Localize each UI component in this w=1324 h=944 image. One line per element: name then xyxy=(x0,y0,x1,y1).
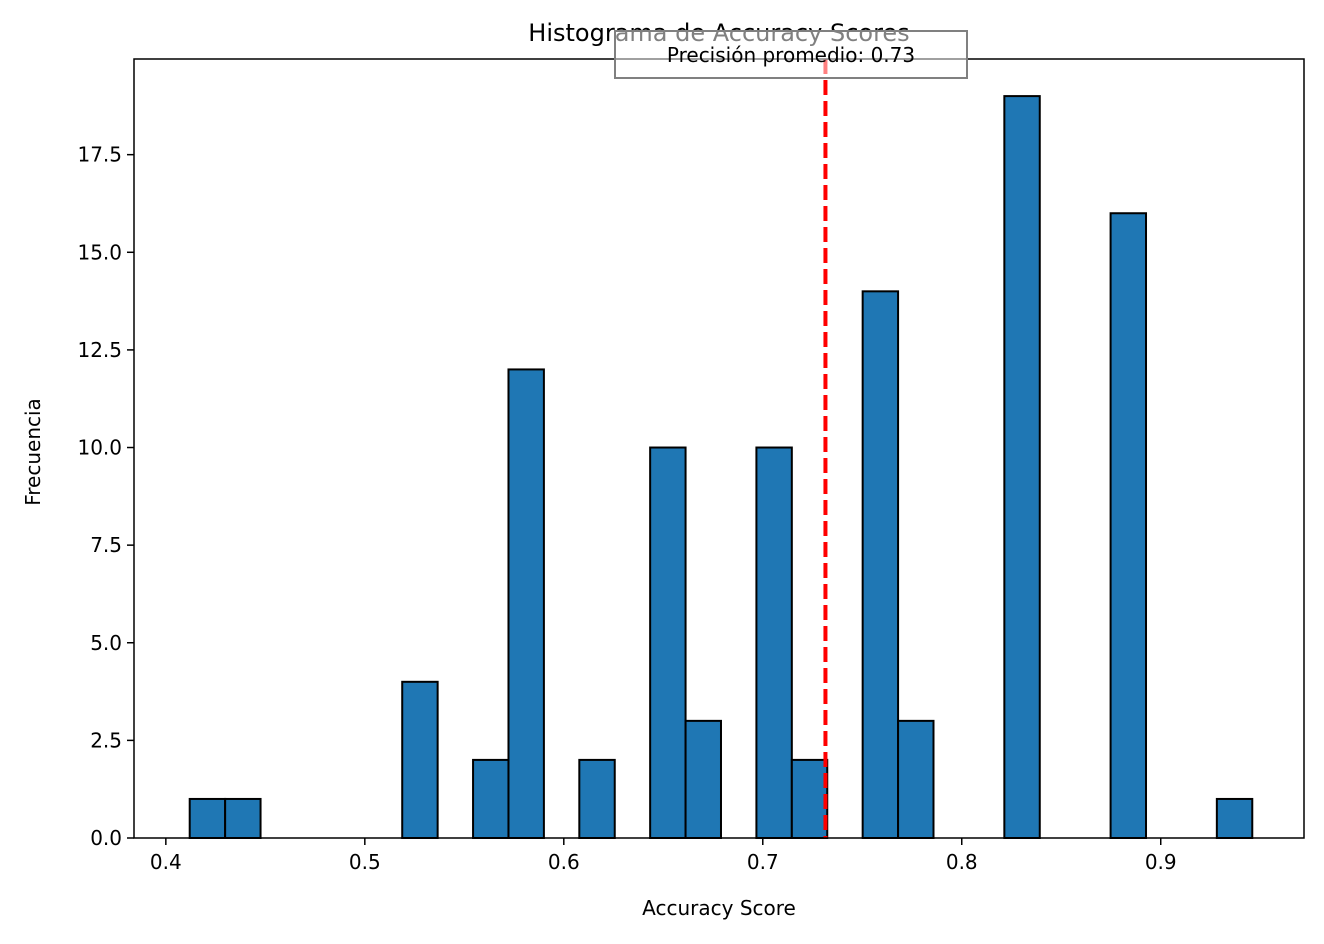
histogram-bar-9 xyxy=(755,446,793,839)
y-axis-label: Frecuencia xyxy=(21,398,45,506)
histogram-bar-12 xyxy=(897,719,935,839)
mean-annotation: Precisión promedio: 0.73 xyxy=(614,30,968,79)
y-tick-label: 10.0 xyxy=(77,436,122,460)
histogram-bar-2 xyxy=(224,797,262,840)
histogram-bar-8 xyxy=(684,719,722,839)
x-tick-label: 0.8 xyxy=(946,850,978,874)
histogram-bar-11 xyxy=(861,290,900,839)
x-tick-label: 0.9 xyxy=(1145,850,1177,874)
y-tick-label: 5.0 xyxy=(90,631,122,655)
y-tick-label: 15.0 xyxy=(77,240,122,264)
histogram-bar-1 xyxy=(188,797,227,840)
y-tick-label: 12.5 xyxy=(77,338,122,362)
y-axis-ticks: 0.0 2.5 5.0 7.5 10.0 12.5 15.0 17.5 xyxy=(77,143,134,850)
y-tick-label: 17.5 xyxy=(77,143,122,167)
x-tick-label: 0.5 xyxy=(349,850,381,874)
histogram-bar-4 xyxy=(472,758,510,840)
bars-layer xyxy=(188,95,1254,840)
histogram-bar-6 xyxy=(578,758,616,840)
mean-annotation-box xyxy=(614,30,968,79)
x-axis-ticks: 0.4 0.5 0.6 0.7 0.8 0.9 xyxy=(150,838,1177,874)
histogram-bar-13 xyxy=(1003,95,1041,840)
histogram-bar-15 xyxy=(1215,797,1254,840)
histogram-bar-10 xyxy=(790,758,829,840)
histogram-bar-3 xyxy=(401,680,439,839)
x-tick-label: 0.4 xyxy=(150,850,182,874)
x-axis-label: Accuracy Score xyxy=(642,896,796,920)
histogram-bar-14 xyxy=(1109,212,1148,840)
x-tick-label: 0.6 xyxy=(548,850,580,874)
histogram-bar-7 xyxy=(649,446,687,839)
histogram-bar-5 xyxy=(507,368,545,839)
y-tick-label: 2.5 xyxy=(90,728,122,752)
y-tick-label: 7.5 xyxy=(90,533,122,557)
y-tick-label: 0.0 xyxy=(90,826,122,850)
x-tick-label: 0.7 xyxy=(747,850,779,874)
mean-annotation-text: Precisión promedio: 0.73 xyxy=(667,43,915,67)
